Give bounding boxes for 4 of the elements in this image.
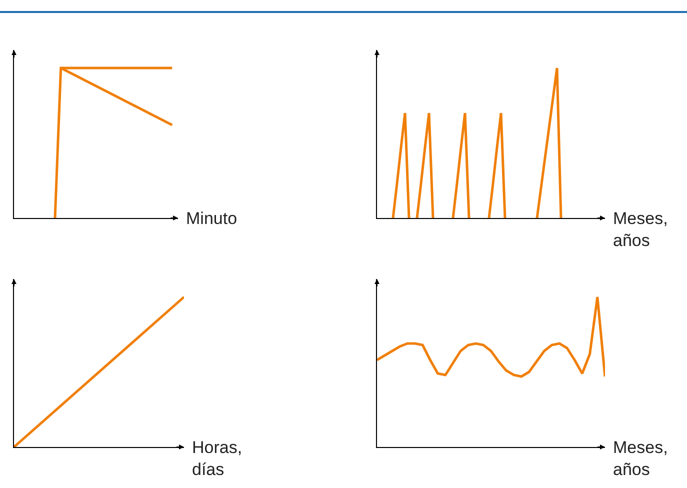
- x-axis-title: Minuto: [186, 209, 238, 228]
- x-axis-title: Meses, años: [613, 438, 668, 480]
- x-axis-title: Meses, años: [613, 209, 668, 250]
- x-axis-title: Horas, días: [192, 438, 242, 480]
